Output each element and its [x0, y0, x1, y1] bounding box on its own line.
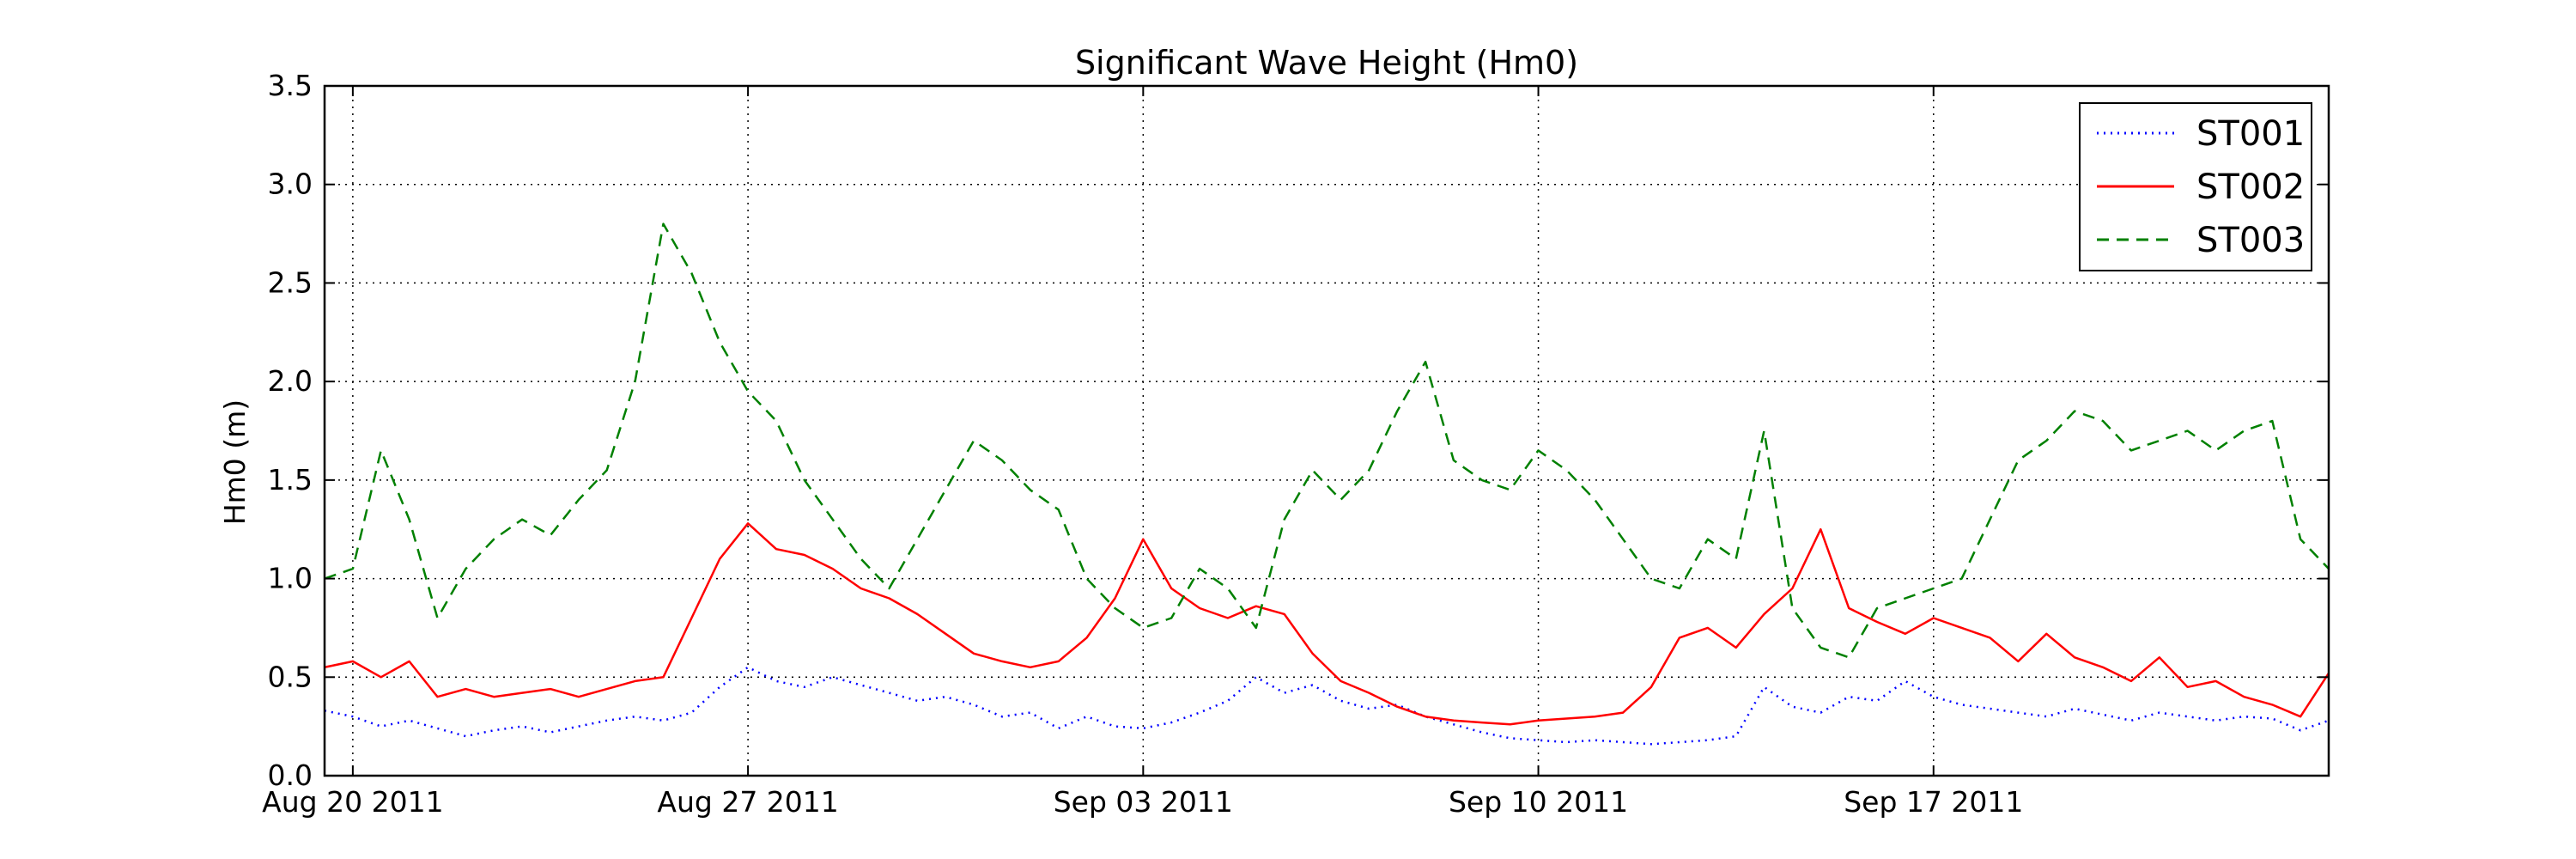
y-tick-label: 1.5: [268, 463, 313, 497]
y-tick-label: 0.5: [268, 660, 313, 693]
y-tick-label: 2.0: [268, 364, 313, 398]
legend-label-st003: ST003: [2196, 221, 2305, 260]
y-tick-label: 2.5: [268, 265, 313, 299]
series-layer: [324, 222, 2330, 746]
x-tick-label: Sep 17 2011: [1844, 785, 2023, 819]
tick-marks: [325, 85, 2329, 777]
y-tick-labels: 0.0 0.5 1.0 1.5 2.0 2.5 3.0 3.5: [268, 69, 313, 792]
y-tick-label: 3.0: [268, 168, 313, 201]
legend-label-st002: ST002: [2196, 168, 2305, 207]
legend-label-st001: ST001: [2196, 114, 2305, 154]
x-tick-label: Aug 27 2011: [657, 785, 838, 819]
x-tick-label: Sep 03 2011: [1054, 785, 1233, 819]
x-tick-label: Aug 20 2011: [262, 785, 443, 819]
chart-title: Significant Wave Height (Hm0): [1075, 44, 1578, 82]
y-tick-label: 3.5: [268, 69, 313, 102]
grid: [325, 86, 2329, 776]
series-line-st003: [324, 222, 2330, 659]
y-axis-label: Hm0 (m): [218, 399, 252, 525]
legend: ST001 ST002 ST003: [2079, 102, 2312, 271]
plot-frame: [323, 84, 2330, 777]
series-line-st001: [324, 666, 2330, 746]
series-line-st002: [324, 522, 2330, 726]
y-tick-label: 0.0: [268, 758, 313, 792]
x-tick-label: Sep 10 2011: [1449, 785, 1628, 819]
x-tick-labels: Aug 20 2011 Aug 27 2011 Sep 03 2011 Sep 10 …: [262, 785, 2023, 819]
y-tick-label: 1.0: [268, 562, 313, 595]
